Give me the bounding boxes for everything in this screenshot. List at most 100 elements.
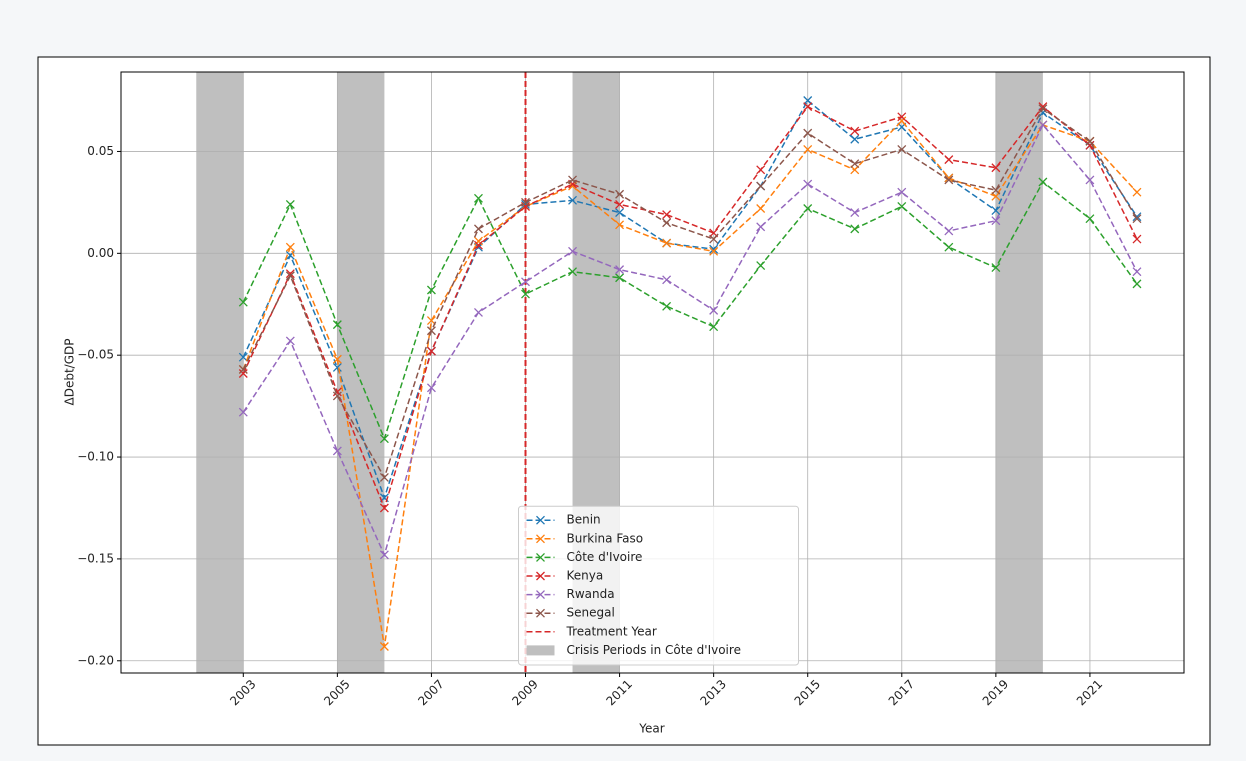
marker	[521, 202, 530, 211]
marker	[285, 269, 295, 279]
marker	[568, 246, 577, 256]
marker	[536, 590, 545, 600]
marker	[756, 261, 766, 271]
marker	[285, 199, 295, 209]
marker	[1085, 136, 1095, 146]
series-line	[242, 107, 1138, 480]
marker	[1132, 267, 1142, 277]
legend-label: Crisis Periods in Côte d'Ivoire	[567, 643, 741, 657]
marker	[662, 238, 672, 248]
marker	[850, 208, 860, 218]
marker	[1132, 214, 1142, 224]
marker	[536, 571, 545, 581]
marker	[991, 263, 1001, 273]
marker	[1038, 102, 1048, 112]
y-tick-label: 0.05	[87, 144, 114, 158]
marker	[332, 320, 342, 330]
marker	[897, 187, 907, 197]
marker	[1132, 234, 1142, 244]
marker	[709, 244, 719, 254]
marker	[521, 277, 530, 287]
marker	[944, 155, 954, 165]
marker	[897, 112, 907, 122]
legend: Benin Burkina Faso Côte d'Ivoire Kenya Rwand…	[518, 505, 799, 666]
marker	[1132, 187, 1142, 197]
marker	[379, 503, 389, 513]
legend-label: Treatment Year	[566, 624, 657, 638]
marker	[521, 289, 530, 299]
marker	[521, 197, 530, 207]
marker	[756, 165, 766, 175]
marker	[474, 236, 483, 246]
marker	[709, 234, 719, 244]
marker	[897, 144, 907, 154]
marker	[238, 297, 248, 307]
marker	[568, 195, 577, 205]
marker	[426, 383, 436, 393]
marker	[709, 322, 719, 332]
marker	[426, 326, 436, 336]
marker	[332, 362, 342, 372]
marker	[332, 354, 342, 364]
marker	[991, 163, 1001, 173]
marker	[756, 181, 766, 191]
marker	[991, 185, 1001, 195]
marker	[238, 369, 248, 378]
marker	[944, 175, 954, 185]
marker	[709, 246, 719, 256]
crisis-span	[995, 72, 1043, 673]
y-tick-label: −0.15	[77, 551, 114, 565]
marker	[756, 222, 766, 232]
marker	[662, 275, 672, 285]
series-line	[242, 123, 1138, 558]
marker	[332, 391, 342, 401]
marker	[944, 226, 954, 236]
marker	[426, 346, 436, 356]
marker	[850, 126, 860, 136]
axes-frame	[120, 71, 1185, 674]
y-axis-label: ΔDebt/GDP	[63, 339, 77, 406]
marker	[1038, 177, 1048, 187]
crisis-span	[196, 72, 244, 673]
y-tick-label: −0.20	[77, 653, 114, 667]
marker	[850, 159, 860, 169]
marker	[803, 102, 813, 112]
marker	[991, 216, 1001, 226]
legend-swatch	[526, 645, 555, 656]
marker	[536, 534, 545, 544]
legend-label: Kenya	[567, 569, 604, 583]
marker	[238, 352, 248, 362]
marker	[474, 307, 483, 317]
y-tick-label: 0.00	[87, 246, 114, 260]
marker	[615, 220, 625, 230]
marker	[803, 204, 813, 213]
marker	[615, 208, 625, 218]
marker	[991, 206, 1001, 215]
series-line	[242, 119, 1138, 647]
marker	[803, 144, 813, 154]
marker	[944, 173, 954, 183]
marker	[426, 285, 436, 295]
marker	[285, 336, 295, 346]
y-tick-label: −0.10	[77, 450, 114, 464]
marker	[615, 189, 625, 199]
legend-box	[518, 505, 799, 666]
marker	[379, 550, 389, 560]
marker	[1085, 140, 1095, 150]
legend-label: Burkina Faso	[567, 531, 644, 545]
marker	[238, 364, 248, 374]
marker	[897, 202, 907, 211]
marker	[662, 210, 672, 220]
marker	[285, 242, 295, 252]
marker	[662, 301, 672, 311]
marker	[1038, 120, 1048, 130]
marker	[615, 265, 625, 275]
marker	[379, 642, 389, 651]
marker	[536, 608, 545, 618]
marker	[568, 267, 577, 277]
marker	[474, 240, 483, 250]
marker	[615, 273, 625, 283]
marker	[474, 193, 483, 203]
marker	[850, 224, 860, 234]
